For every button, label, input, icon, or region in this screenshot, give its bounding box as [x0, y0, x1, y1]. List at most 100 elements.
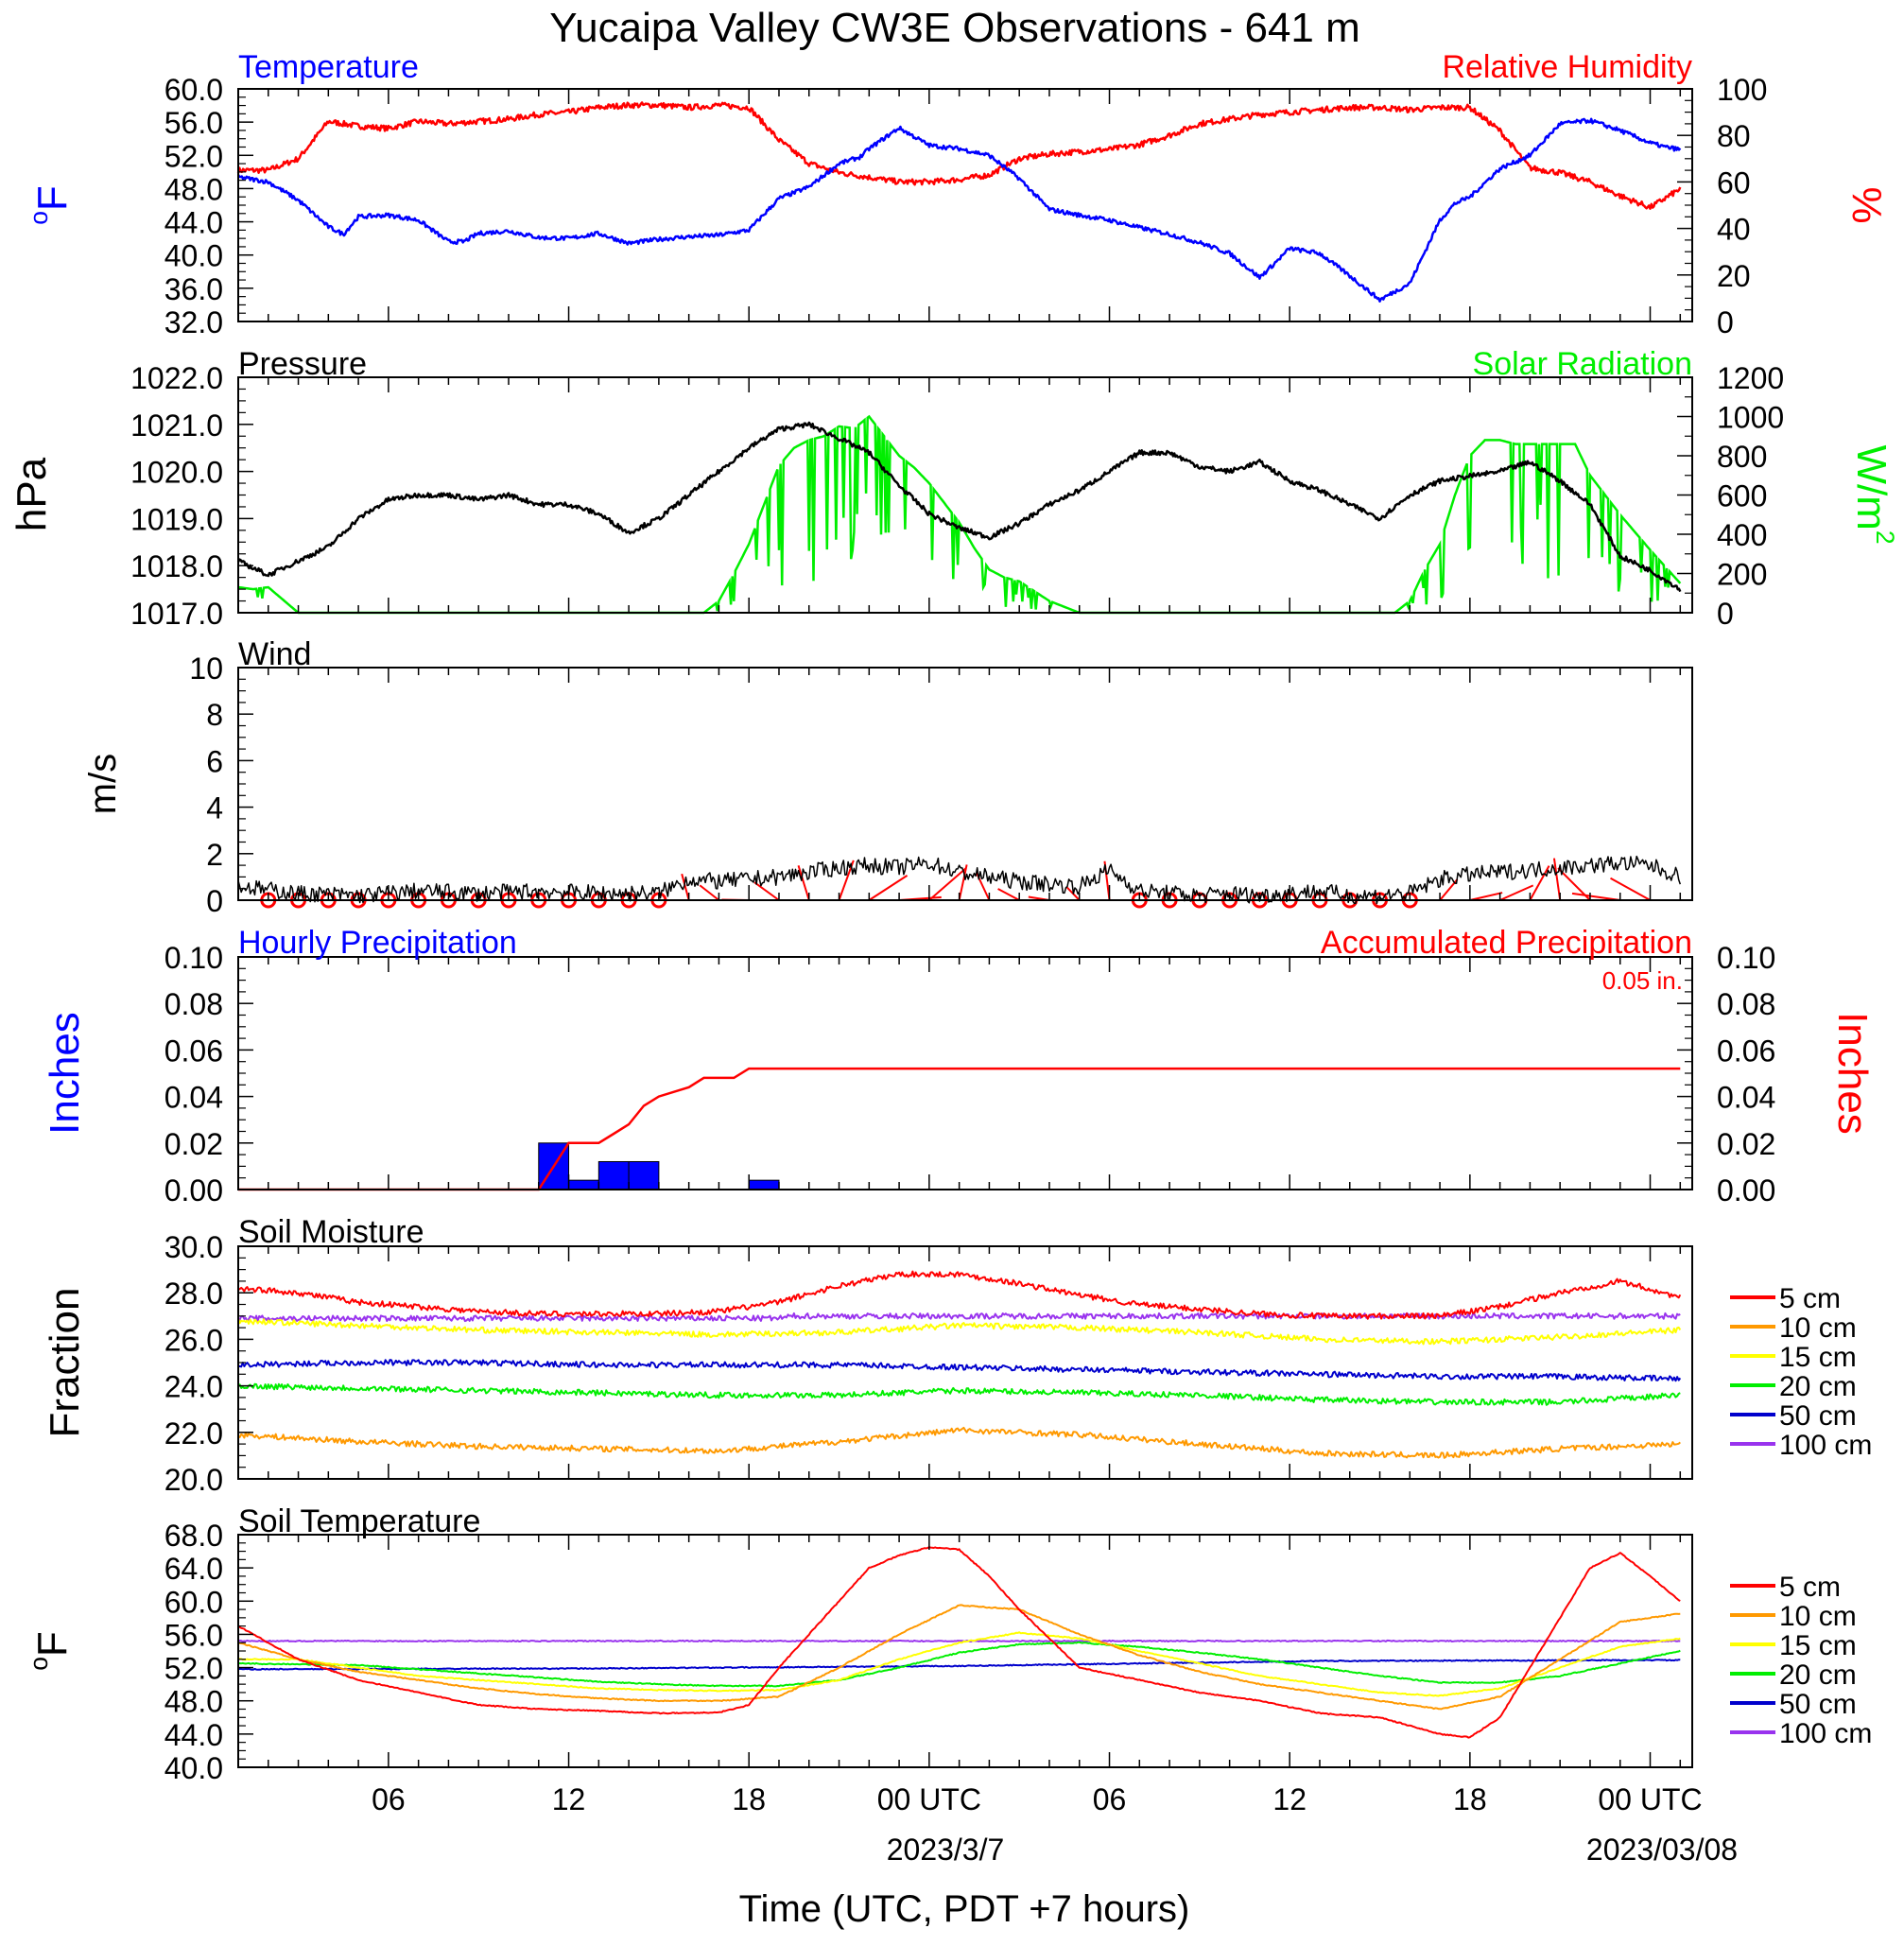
wind-axis-ytick-label: 10	[189, 652, 223, 686]
soil-moisture-legend-label: 10 cm	[1779, 1312, 1857, 1344]
x-tick-label: 12	[1272, 1782, 1307, 1816]
soil-temp-axis-ytick-label: 60.0	[164, 1585, 223, 1619]
date-label-1: 2023/3/7	[887, 1833, 1005, 1867]
accum-axis-ytick-label: 0.04	[1717, 1081, 1775, 1115]
wind-speed-line	[237, 855, 1682, 905]
soil-temperature-legend-label: 20 cm	[1779, 1659, 1857, 1691]
wind-unit: m/s	[82, 754, 124, 814]
solar-axis-ytick-label: 800	[1717, 440, 1767, 474]
soil-temp-50cm-line	[237, 1659, 1681, 1671]
wind-direction-barb	[997, 888, 1020, 901]
soil-moisture-legend-label: 50 cm	[1779, 1400, 1857, 1432]
soil-temp-axis-ytick-label: 56.0	[164, 1618, 223, 1652]
wind-direction-barb	[1499, 884, 1534, 901]
soil-temp-axis-ytick-label: 44.0	[164, 1718, 223, 1752]
soil-temp-unit: oF	[25, 1631, 76, 1671]
wind-axis-ytick-label: 4	[206, 791, 223, 825]
wind-direction-barb	[1571, 892, 1620, 901]
pressure-axis-ytick-label: 1017.0	[130, 597, 223, 631]
x-tick-label: 18	[732, 1782, 766, 1816]
accum-axis-ytick-label: 0.06	[1717, 1034, 1775, 1068]
soil-temp-5cm-line	[237, 1546, 1681, 1739]
soil-moisture-legend-label: 20 cm	[1779, 1371, 1857, 1402]
wind-title: Wind	[238, 636, 311, 672]
soil-moisture-20cm-line	[237, 1382, 1681, 1406]
soil-temp-10cm-line	[237, 1604, 1681, 1711]
solar-axis-ytick-label: 200	[1717, 558, 1767, 592]
soil-temp-axis-ytick-label: 68.0	[164, 1519, 223, 1553]
panel-temperature-rh: 60.056.052.048.044.040.036.032.0 100 80 60 4…	[25, 49, 1890, 339]
panel-soil-moisture: 30.0 28.0 26.0 24.0 22.0 20.0 Soil Moisture Fra…	[42, 1214, 1872, 1497]
rh-axis-ytick-label: 40	[1717, 213, 1751, 247]
temp-axis-ytick-label: 36.0	[164, 272, 223, 306]
pressure-axis-ytick-label: 1021.0	[130, 408, 223, 443]
temp-axis-ytick-label: 32.0	[164, 305, 223, 339]
temp-axis-ytick-label: 52.0	[164, 139, 223, 173]
pressure-axis-ytick-label: 1019.0	[130, 502, 223, 536]
solar-unit: W/m2	[1848, 444, 1899, 544]
panel-pressure-solar: 1022.0 1021.0 1020.0 1019.0 1018.0 1017.0 1200…	[9, 346, 1899, 631]
date-label-2: 2023/03/08	[1586, 1833, 1738, 1867]
temp-axis-ytick-label: 44.0	[164, 206, 223, 240]
accum-axis-ytick-label: 0.10	[1717, 941, 1775, 975]
precip-axis-ytick-label: 0.06	[164, 1034, 223, 1068]
precip-axis-ytick-label: 0.04	[164, 1081, 223, 1115]
x-axis: 06 12 18 00 UTC 06 12 18 00 UTC 2023/3/7 2023/0…	[372, 1782, 1738, 1930]
wind-direction-barb	[797, 864, 810, 901]
temperature-line	[236, 117, 1682, 303]
soil-temperature-legend-label: 100 cm	[1779, 1718, 1872, 1749]
accumulated-precip-line	[238, 1067, 1681, 1191]
soil-moisture-5cm-line	[237, 1270, 1682, 1320]
wind-direction-barb	[753, 881, 780, 901]
hourly-precip-bar	[748, 1179, 780, 1190]
panels-layer: 60.056.052.048.044.040.036.032.010080604…	[9, 49, 1899, 1785]
soil-moisture-axis-ytick-label: 24.0	[164, 1370, 223, 1404]
pressure-axis-ytick-label: 1020.0	[130, 456, 223, 490]
chart-title: Yucaipa Valley CW3E Observations - 641 m	[549, 5, 1360, 51]
soil-temperature-legend-label: 50 cm	[1779, 1689, 1857, 1720]
rh-title: Relative Humidity	[1442, 49, 1692, 85]
wind-axis-ytick-label: 2	[206, 838, 223, 872]
x-tick-label: 00 UTC	[1598, 1782, 1702, 1816]
precip-axis-ytick-label: 0.10	[164, 941, 223, 975]
pressure-axis-ytick-label: 1022.0	[130, 361, 223, 395]
temperature-unit: oF	[25, 185, 76, 225]
soil-moisture-legend-label: 100 cm	[1779, 1430, 1872, 1461]
rh-axis-ytick-label: 60	[1717, 165, 1751, 200]
soil-moisture-15cm-line	[237, 1318, 1682, 1346]
pressure-title: Pressure	[238, 346, 367, 382]
temperature-title: Temperature	[238, 49, 419, 85]
wind-direction-barb	[681, 873, 690, 901]
rh-line	[236, 101, 1682, 210]
x-tick-label: 18	[1453, 1782, 1487, 1816]
soil-temp-axis-ytick-label: 40.0	[164, 1751, 223, 1785]
soil-moisture-axis-ytick-label: 30.0	[164, 1230, 223, 1264]
precip-axis-ytick-label: 0.02	[164, 1127, 223, 1161]
rh-axis-ytick-label: 0	[1717, 305, 1734, 339]
solar-axis-ytick-label: 400	[1717, 518, 1767, 552]
pressure-line	[236, 421, 1682, 593]
wind-axis-ytick-label: 8	[206, 698, 223, 732]
x-tick-label: 12	[552, 1782, 586, 1816]
temp-axis-ytick-label: 40.0	[164, 239, 223, 273]
soil-temp-axis-ytick-label: 48.0	[164, 1685, 223, 1719]
temp-axis-ytick-label: 48.0	[164, 172, 223, 206]
soil-moisture-legend-label: 15 cm	[1779, 1342, 1857, 1373]
solar-title: Solar Radiation	[1473, 346, 1692, 382]
soil-temperature-legend-label: 15 cm	[1779, 1630, 1857, 1661]
panel-wind: 10 8 6 4 2 0 Wind m/s	[82, 636, 1693, 918]
rh-unit: %	[1843, 186, 1890, 223]
rh-axis-ytick-label: 80	[1717, 119, 1751, 153]
solar-axis-ytick-label: 1000	[1717, 401, 1784, 435]
pressure-unit: hPa	[9, 457, 55, 531]
hourly-precip-bar	[628, 1160, 660, 1190]
soil-temp-15cm-line	[237, 1631, 1681, 1697]
x-tick-label: 06	[1093, 1782, 1127, 1816]
wind-direction-barb	[1529, 865, 1550, 901]
wind-direction-barb	[868, 875, 909, 901]
soil-moisture-axis-ytick-label: 26.0	[164, 1323, 223, 1357]
soil-temp-100cm-line	[237, 1639, 1681, 1642]
soil-moisture-legend-label: 5 cm	[1779, 1283, 1841, 1314]
